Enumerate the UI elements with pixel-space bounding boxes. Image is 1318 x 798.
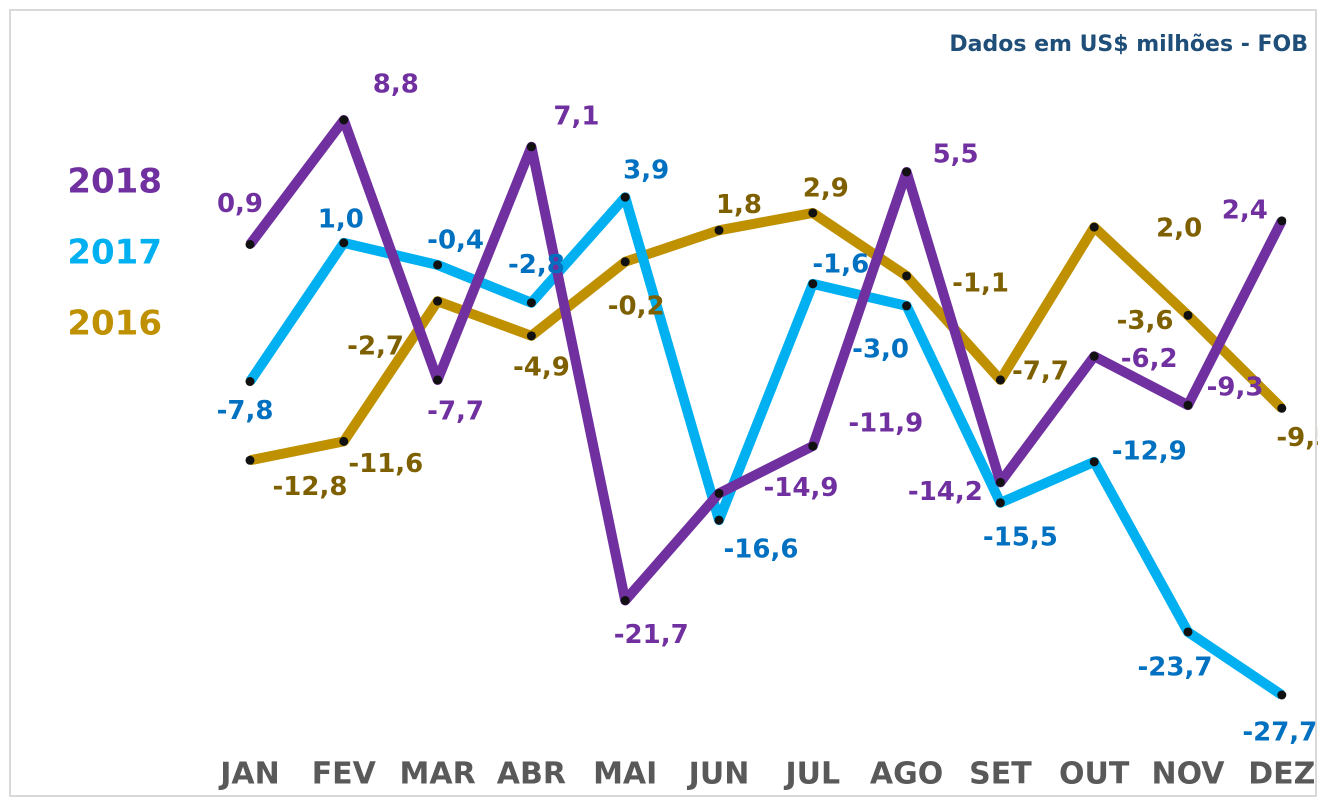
legend-label: 2018 xyxy=(67,162,162,202)
data-label: -9,3 xyxy=(1207,373,1264,403)
data-label: 2,4 xyxy=(1222,195,1268,225)
chart-frame xyxy=(9,9,1317,797)
data-label: -3,0 xyxy=(852,334,909,364)
data-label: -21,7 xyxy=(614,620,689,650)
point-marker xyxy=(995,498,1005,508)
x-tick-label: OUT xyxy=(1059,757,1130,792)
data-label: -12,9 xyxy=(1112,436,1187,466)
data-label: -4,9 xyxy=(513,352,570,382)
point-marker xyxy=(808,441,818,451)
point-marker xyxy=(1183,627,1193,637)
point-marker xyxy=(1277,690,1287,700)
point-marker xyxy=(1089,457,1099,467)
point-marker xyxy=(714,225,724,235)
point-marker xyxy=(339,436,349,446)
point-marker xyxy=(245,455,255,465)
series-line xyxy=(246,115,1287,606)
point-marker xyxy=(245,239,255,249)
point-marker xyxy=(1277,403,1287,413)
data-label: -11,9 xyxy=(848,409,923,439)
point-marker xyxy=(902,301,912,311)
point-marker xyxy=(620,192,630,202)
data-label: -27,7 xyxy=(1242,718,1317,748)
point-marker xyxy=(902,271,912,281)
data-label: -15,5 xyxy=(983,522,1058,552)
point-marker xyxy=(1277,216,1287,226)
data-label: 2,0 xyxy=(1156,214,1202,244)
x-tick-label: SET xyxy=(969,757,1032,792)
point-marker xyxy=(808,208,818,218)
x-tick-label: AGO xyxy=(870,757,943,792)
data-label: -9,5 xyxy=(1276,423,1318,453)
data-label: -0,2 xyxy=(608,291,665,321)
data-label: -2,8 xyxy=(508,250,565,280)
data-label: 3,9 xyxy=(623,156,669,186)
x-tick-label: JUL xyxy=(783,757,840,792)
data-label: -14,9 xyxy=(764,473,839,503)
data-label: 1,8 xyxy=(716,190,762,220)
data-label: 2,9 xyxy=(803,173,849,203)
point-marker xyxy=(526,142,536,152)
data-label: -6,2 xyxy=(1121,344,1178,374)
data-label: -7,8 xyxy=(217,396,274,426)
legend-label: 2016 xyxy=(67,304,162,344)
data-label: -7,7 xyxy=(1012,356,1069,386)
point-marker xyxy=(339,238,349,248)
x-tick-label: FEV xyxy=(312,757,377,792)
point-marker xyxy=(526,331,536,341)
data-label: 1,0 xyxy=(318,204,364,234)
data-label: 5,5 xyxy=(933,139,979,169)
data-label: -7,7 xyxy=(427,396,484,426)
point-marker xyxy=(620,257,630,267)
data-label: -14,2 xyxy=(908,477,983,507)
point-marker xyxy=(339,115,349,125)
data-label: 0,9 xyxy=(217,189,263,219)
data-label: -0,4 xyxy=(427,225,484,255)
legend-label: 2017 xyxy=(67,233,162,273)
x-tick-label: JAN xyxy=(218,757,280,792)
point-marker xyxy=(995,375,1005,385)
x-tick-label: MAR xyxy=(400,757,476,792)
point-marker xyxy=(433,296,443,306)
data-label: -12,8 xyxy=(273,472,348,502)
point-marker xyxy=(1089,351,1099,361)
point-marker xyxy=(714,488,724,498)
x-tick-label: DEZ xyxy=(1248,757,1315,792)
data-label: -2,7 xyxy=(347,332,404,362)
x-tick-label: ABR xyxy=(497,757,566,792)
point-marker xyxy=(808,279,818,289)
data-label: -3,6 xyxy=(1117,306,1174,336)
x-tick-label: JUN xyxy=(687,757,750,792)
point-marker xyxy=(714,515,724,525)
point-marker xyxy=(526,298,536,308)
x-tick-label: MAI xyxy=(593,757,657,792)
series-line xyxy=(245,192,1285,700)
data-label: -16,6 xyxy=(724,535,799,565)
point-marker xyxy=(1183,310,1193,320)
point-marker xyxy=(1089,222,1099,232)
data-label: -11,6 xyxy=(348,449,423,479)
point-marker xyxy=(902,167,912,177)
data-label: -23,7 xyxy=(1138,652,1213,682)
point-marker xyxy=(433,375,443,385)
point-marker xyxy=(433,260,443,270)
data-label: 8,8 xyxy=(373,70,419,100)
data-label: -1,1 xyxy=(952,268,1009,298)
point-marker xyxy=(1183,400,1193,410)
data-label: 7,1 xyxy=(553,101,599,131)
data-label: -1,6 xyxy=(812,249,869,279)
point-marker xyxy=(245,377,255,387)
x-tick-label: NOV xyxy=(1151,757,1225,792)
point-marker xyxy=(995,477,1005,487)
subtitle: Dados em US$ milhões - FOB xyxy=(949,32,1308,57)
point-marker xyxy=(620,595,630,605)
